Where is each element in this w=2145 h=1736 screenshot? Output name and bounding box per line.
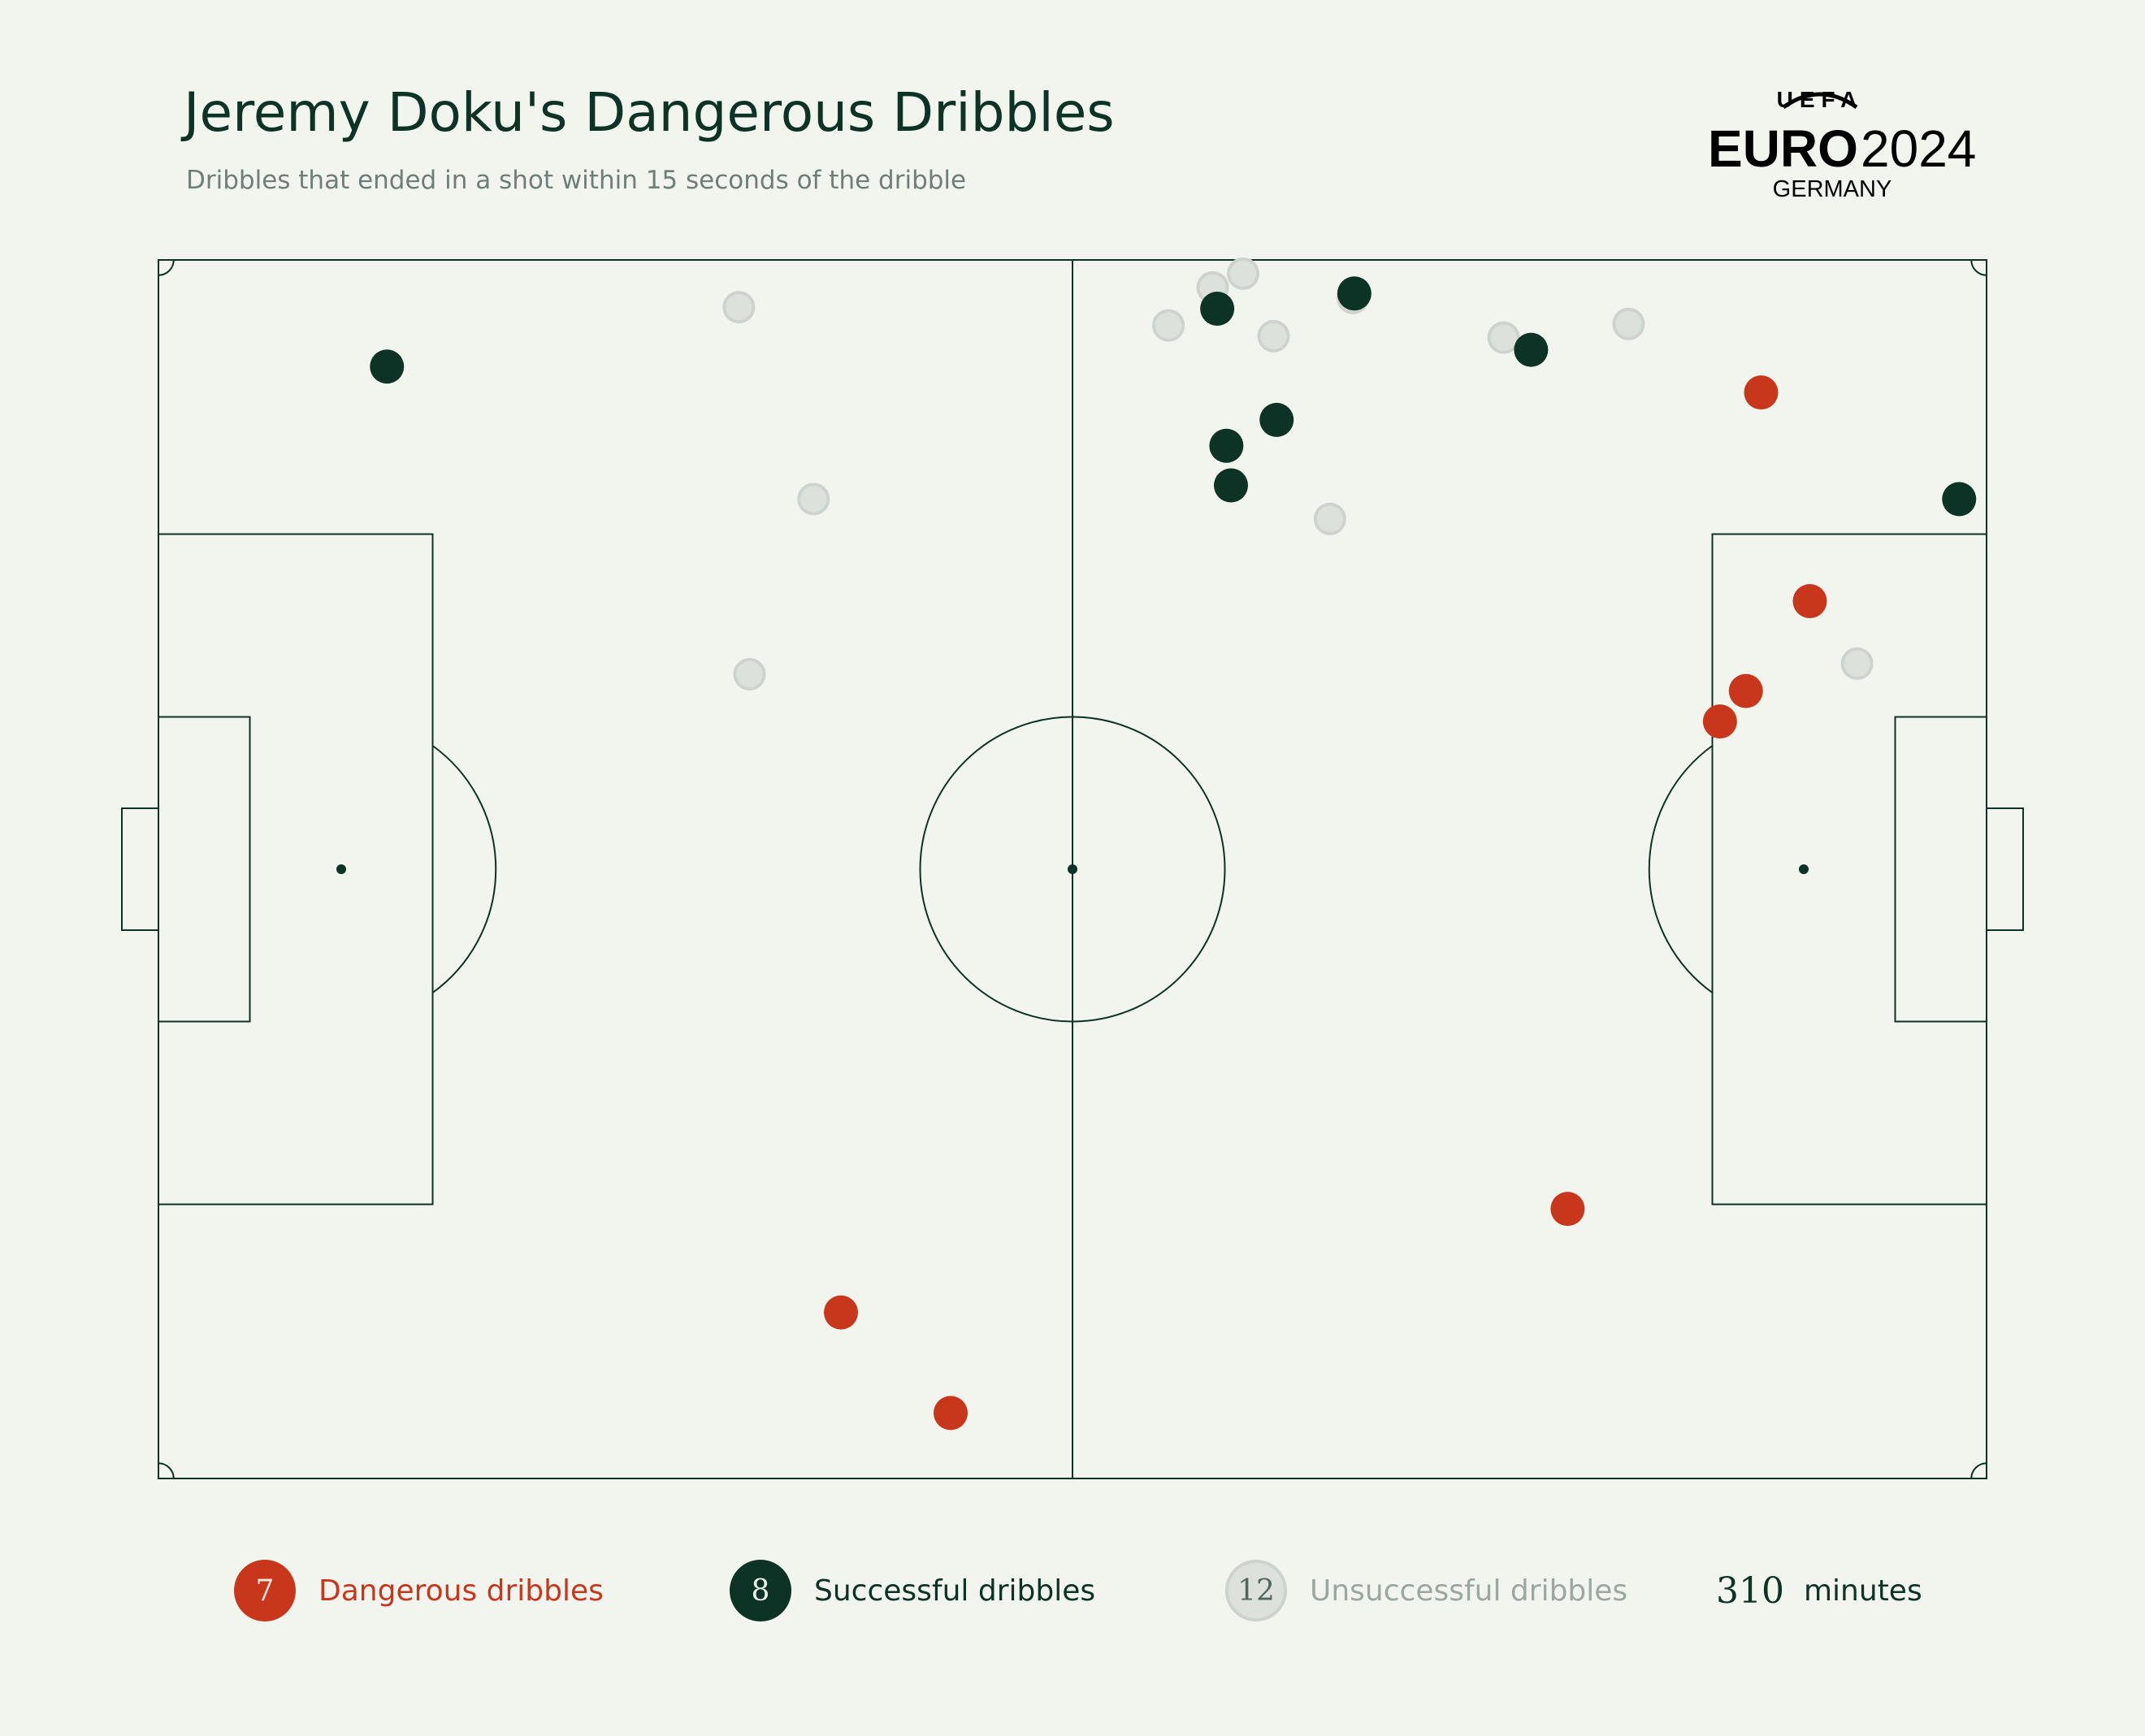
- logo-euro-text: EURO: [1708, 119, 1858, 178]
- left-goal: [121, 807, 159, 931]
- left-penalty-arc: [431, 745, 497, 994]
- unsuccessful-dribble-point: [1612, 307, 1645, 340]
- left-penalty-spot: [336, 864, 346, 874]
- corner-arc-top-left: [158, 259, 175, 276]
- legend-item-unsuccessful: 12 Unsuccessful dribbles: [1225, 1558, 1627, 1623]
- left-penalty-area: [158, 533, 434, 1206]
- legend-unsuccessful-label: Unsuccessful dribbles: [1310, 1574, 1628, 1608]
- chart-title: Jeremy Doku's Dangerous Dribbles: [184, 81, 1115, 144]
- dangerous-dribble-point: [1792, 584, 1827, 618]
- unsuccessful-dribble-point: [733, 658, 766, 691]
- dangerous-dribble-point: [1744, 375, 1779, 410]
- centre-circle: [919, 716, 1226, 1023]
- dangerous-dribble-point: [1550, 1192, 1585, 1227]
- legend-item-dangerous: 7 Dangerous dribbles: [234, 1558, 604, 1623]
- unsuccessful-dribble-point: [797, 483, 830, 516]
- unsuccessful-dribble-point: [1227, 257, 1259, 290]
- dribble-points: [370, 257, 1977, 1431]
- left-six-yard-box: [158, 716, 251, 1023]
- legend-dangerous-count: 7: [234, 1560, 296, 1621]
- unsuccessful-dribble-point: [1313, 502, 1346, 535]
- unsuccessful-dribble-point: [1487, 321, 1520, 354]
- successful-dribble-point: [1514, 332, 1549, 367]
- legend-dangerous-label: Dangerous dribbles: [318, 1574, 604, 1608]
- minutes-value: 310: [1716, 1569, 1784, 1612]
- legend-item-successful: 8 Successful dribbles: [730, 1558, 1095, 1623]
- successful-dribble-point: [1209, 428, 1244, 463]
- right-penalty-arc: [1648, 745, 1714, 994]
- legend-item-minutes: 310 minutes: [1716, 1558, 1922, 1623]
- logo-year-text: 2024: [1861, 119, 1976, 178]
- minutes-label: minutes: [1803, 1574, 1922, 1608]
- dangerous-dribble-point: [1728, 673, 1763, 708]
- logo-germany-text: GERMANY: [1773, 176, 1892, 202]
- pitch-markings: [121, 259, 2024, 1479]
- right-penalty-spot: [1799, 864, 1809, 874]
- corner-arc-bottom-right: [1970, 1462, 1987, 1479]
- right-penalty-area: [1711, 533, 1987, 1206]
- dangerous-dribble-point: [934, 1396, 968, 1431]
- dangerous-dribble-point: [1702, 704, 1737, 739]
- corner-arc-top-right: [1970, 259, 1987, 276]
- legend-successful-label: Successful dribbles: [814, 1574, 1096, 1608]
- dangerous-dribble-point: [824, 1295, 858, 1330]
- unsuccessful-dribble-point: [1152, 309, 1185, 342]
- right-goal: [1986, 807, 2024, 931]
- unsuccessful-dribble-point: [1257, 319, 1290, 353]
- chart-subtitle: Dribbles that ended in a shot within 15 …: [186, 166, 967, 195]
- unsuccessful-dribble-point: [722, 291, 756, 324]
- legend-successful-count: 8: [730, 1560, 791, 1621]
- successful-dribble-point: [370, 349, 405, 384]
- successful-dribble-point: [1214, 468, 1248, 503]
- successful-dribble-point: [1942, 482, 1977, 517]
- successful-dribble-point: [1200, 292, 1235, 326]
- unsuccessful-dribble-point: [1840, 647, 1874, 680]
- corner-arc-bottom-left: [158, 1462, 175, 1479]
- successful-dribble-point: [1337, 276, 1372, 311]
- right-six-yard-box: [1894, 716, 1987, 1023]
- logo-uefa-text: UEFA: [1777, 87, 1864, 112]
- centre-spot: [1068, 864, 1077, 874]
- legend: 7 Dangerous dribbles 8 Successful dribbl…: [0, 1558, 2145, 1623]
- successful-dribble-point: [1259, 402, 1294, 437]
- euro2024-logo: UEFA EURO 2024 GERMANY: [1708, 87, 1976, 202]
- legend-unsuccessful-count: 12: [1225, 1560, 1287, 1621]
